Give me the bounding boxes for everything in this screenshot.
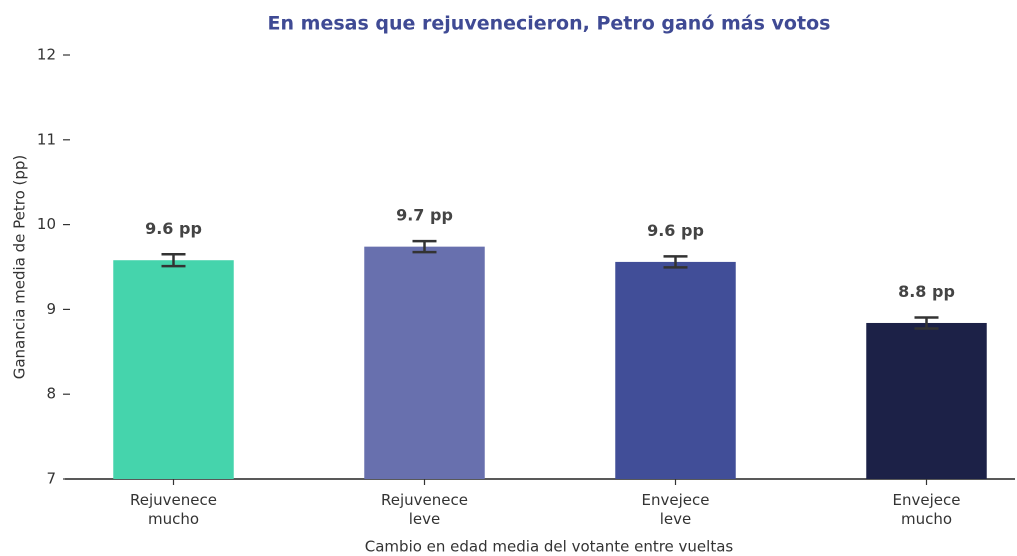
x-tick-label: Rejuvenece mucho [130,491,217,528]
bar [113,260,234,479]
y-axis-label: Ganancia media de Petro (pp) [11,155,29,380]
value-label: 9.6 pp [647,221,704,240]
chart-title: En mesas que rejuvenecieron, Petro ganó … [268,13,831,35]
x-tick-label: Rejuvenece leve [381,491,468,528]
error-bar [914,316,939,330]
value-label: 8.8 pp [898,282,955,301]
y-tick-label: 8 [46,385,56,403]
y-tick-label: 11 [37,130,56,148]
x-tick-label: Envejece leve [642,491,710,528]
error-bar [412,239,437,254]
value-label: 9.6 pp [145,219,202,238]
y-tick-label: 7 [46,470,56,488]
bar [364,246,485,479]
x-axis-label: Cambio en edad media del votante entre v… [365,538,734,556]
error-bar [663,255,688,269]
bar [866,322,987,479]
x-tick-label: Envejece mucho [893,491,961,528]
y-tick-label: 9 [46,300,56,318]
value-label: 9.7 pp [396,206,453,225]
y-tick-label: 12 [37,46,56,64]
bar [615,261,736,479]
y-tick-label: 10 [37,215,56,233]
error-bar [161,253,186,268]
